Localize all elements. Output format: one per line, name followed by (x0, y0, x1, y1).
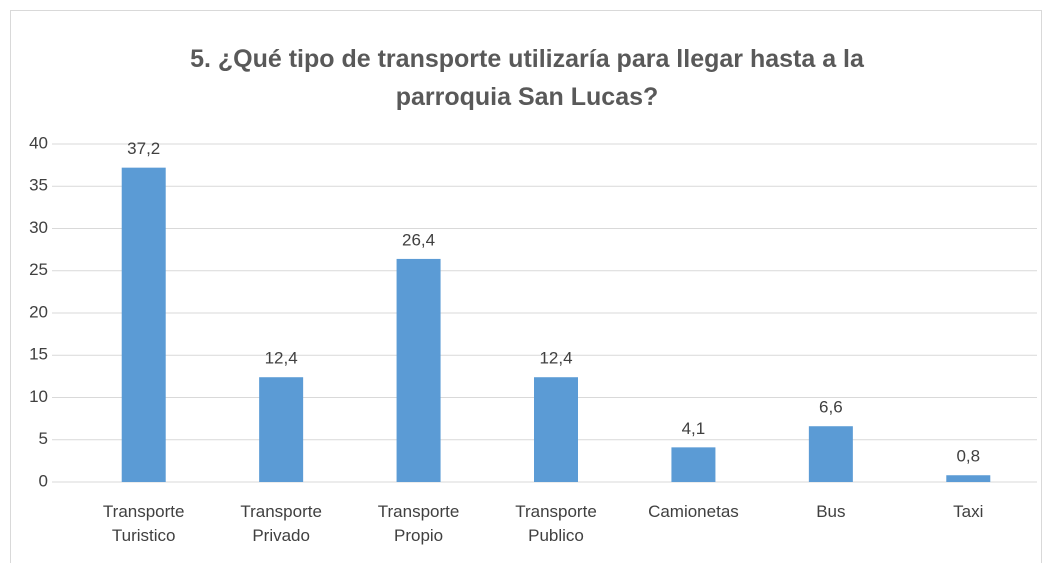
bar (808, 426, 853, 482)
chart-title: 5. ¿Qué tipo de transporte utilizaría pa… (190, 45, 864, 111)
bar (946, 475, 991, 482)
y-tick-label: 5 (39, 429, 48, 448)
x-tick-label: Taxi (953, 502, 984, 521)
y-tick-label: 40 (29, 133, 48, 152)
y-tick-label: 20 (29, 302, 48, 321)
data-label: 0,8 (956, 447, 980, 466)
x-tick-label: Transporte Propio (377, 502, 460, 545)
bar (671, 447, 716, 482)
bar (534, 377, 578, 482)
x-tick-label: Camionetas (648, 502, 739, 521)
data-label: 37,2 (127, 139, 160, 158)
chart-border (10, 10, 1042, 563)
y-tick-label: 25 (29, 260, 48, 279)
data-label: 12,4 (539, 349, 572, 368)
bar (121, 167, 166, 482)
bar (259, 377, 304, 482)
data-label: 12,4 (265, 349, 298, 368)
data-label: 26,4 (402, 230, 435, 249)
y-tick-label: 0 (39, 471, 48, 490)
y-tick-label: 10 (29, 387, 48, 406)
x-tick-label: Bus (816, 502, 846, 521)
y-tick-label: 35 (29, 176, 48, 195)
y-tick-label: 15 (29, 345, 48, 364)
x-tick-label: Transporte Publico (515, 502, 597, 545)
bar (396, 258, 441, 482)
x-tick-label: Transporte Turistico (102, 502, 185, 545)
y-tick-label: 30 (29, 218, 48, 237)
data-label: 6,6 (819, 398, 843, 417)
x-tick-label: Transporte Privado (240, 502, 322, 545)
data-label: 4,1 (682, 419, 706, 438)
